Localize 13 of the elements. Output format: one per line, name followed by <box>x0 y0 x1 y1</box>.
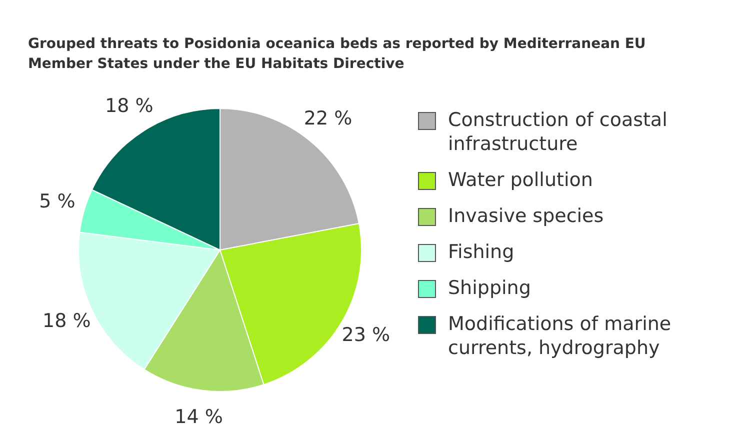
data-label: 18 % <box>42 310 91 332</box>
data-label: 18 % <box>105 94 154 117</box>
data-label: 5 % <box>39 190 76 213</box>
data-label: 22 % <box>304 107 352 130</box>
legend-label: Modifications of marine currents, hydrography <box>448 312 672 360</box>
legend-label: Fishing <box>448 240 514 264</box>
legend-label: Invasive species <box>448 204 604 228</box>
chart-title: Grouped threats to Posidonia oceanica beds as reported by Mediterranean EU Member States under the EU Habitats Directive <box>28 35 647 74</box>
data-label: 14 % <box>174 406 223 428</box>
data-label: 23 % <box>342 324 390 346</box>
legend-label: Construction of coastal infrastructure <box>448 108 668 156</box>
legend-label: Water pollution <box>448 168 593 192</box>
legend-label: Shipping <box>448 276 531 300</box>
